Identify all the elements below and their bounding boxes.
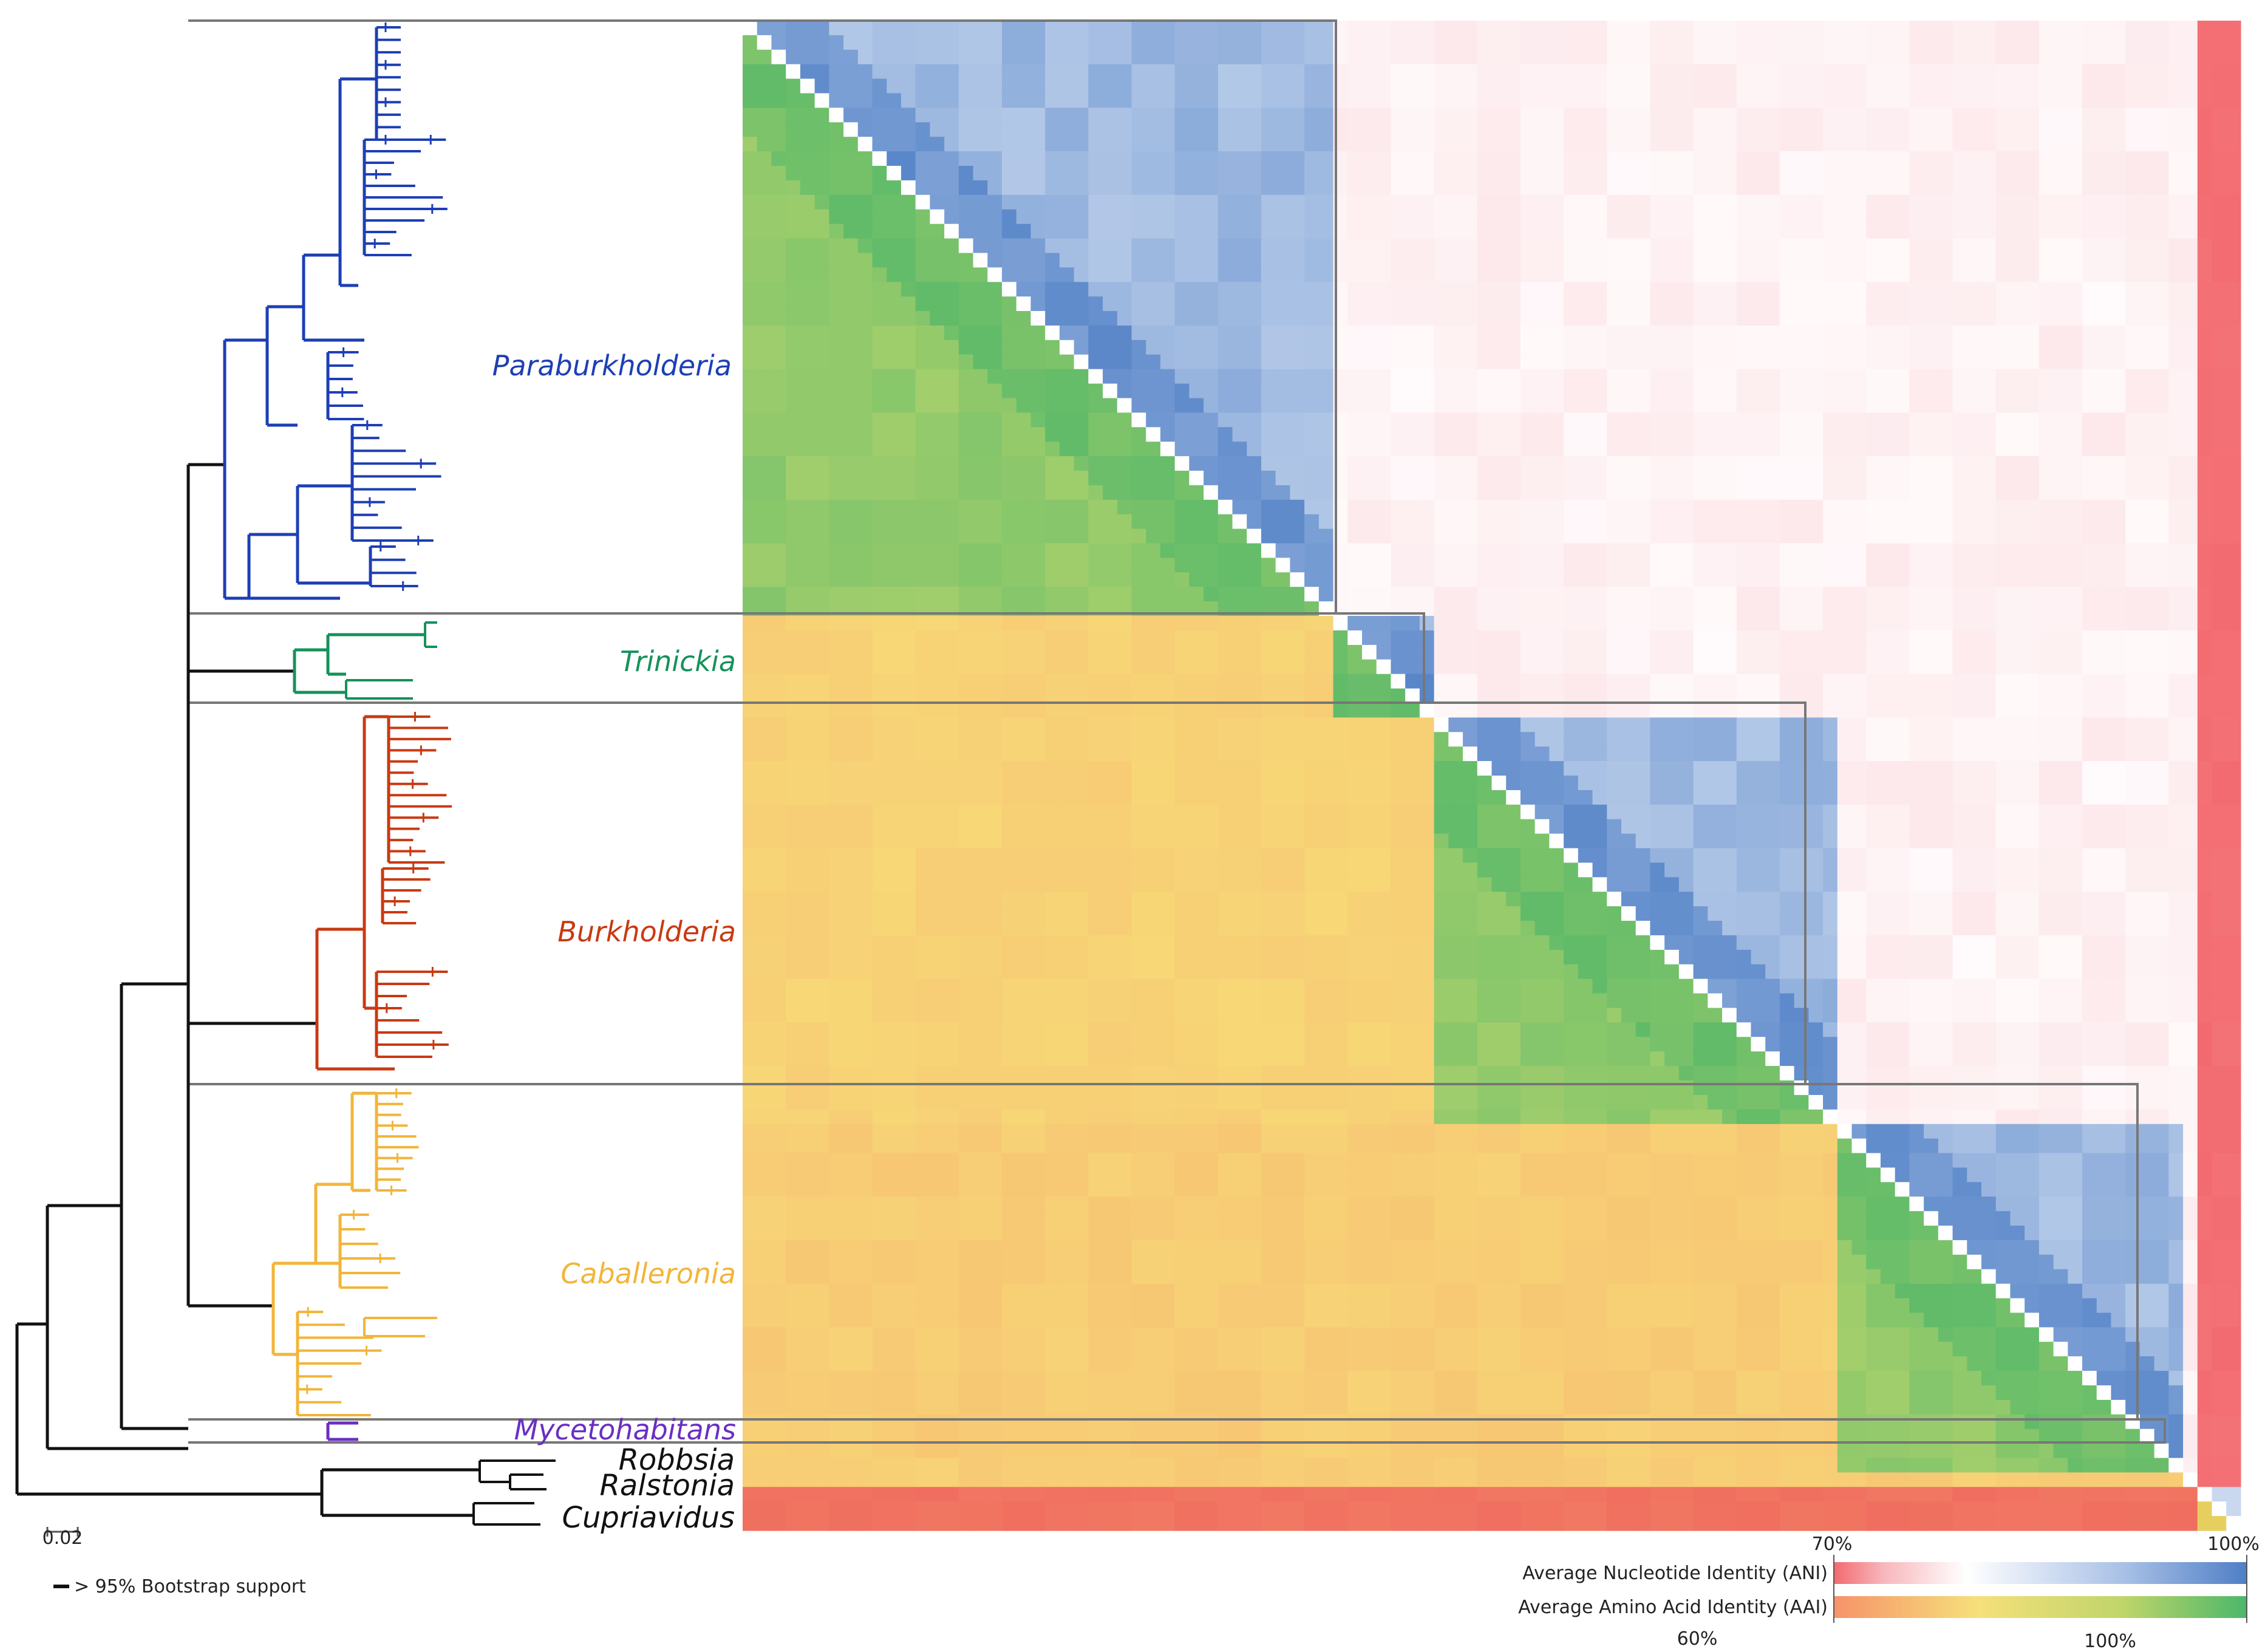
outgroup-label-ralstonia: Ralstonia — [600, 1469, 735, 1503]
clade-label-mycetohabitans: Mycetohabitans — [514, 1413, 736, 1446]
clade-label-trinickia: Trinickia — [620, 645, 736, 678]
bootstrap-note: > 95% Bootstrap support — [74, 1576, 306, 1597]
clade-label-paraburkholderia: Paraburkholderia — [492, 349, 732, 382]
scale-bar-label: 0.02 — [43, 1527, 83, 1549]
clade-boxes — [188, 19, 2166, 1444]
scale-bar: 0.02 — [43, 1527, 83, 1549]
ani-min-label: 70% — [1812, 1534, 1853, 1555]
aai-min-label: 60% — [1677, 1628, 1718, 1650]
identity-heatmap — [743, 21, 2241, 1531]
aai-legend-label: Average Amino Acid Identity (AAI) — [1518, 1597, 1828, 1618]
clade-label-burkholderia: Burkholderia — [557, 915, 736, 948]
outgroup-label-robbsia: Robbsia — [619, 1443, 735, 1477]
ani-colorbar — [1834, 1562, 2247, 1584]
aai-max-label: 100% — [2084, 1631, 2136, 1652]
aai-colorbar — [1834, 1596, 2247, 1618]
color-legend: 70% 100% Average Nucleotide Identity (AN… — [1518, 1534, 2259, 1652]
bootstrap-legend: > 95% Bootstrap support — [53, 1576, 306, 1597]
outgroup-label-cupriavidus: Cupriavidus — [562, 1501, 735, 1535]
phylogenetic-tree — [15, 22, 556, 1526]
ani-legend-label: Average Nucleotide Identity (ANI) — [1522, 1563, 1828, 1584]
clade-label-caballeronia: Caballeronia — [560, 1257, 736, 1290]
ani-max-label: 100% — [2207, 1534, 2259, 1555]
mycetohabitans-box — [188, 1418, 2166, 1444]
